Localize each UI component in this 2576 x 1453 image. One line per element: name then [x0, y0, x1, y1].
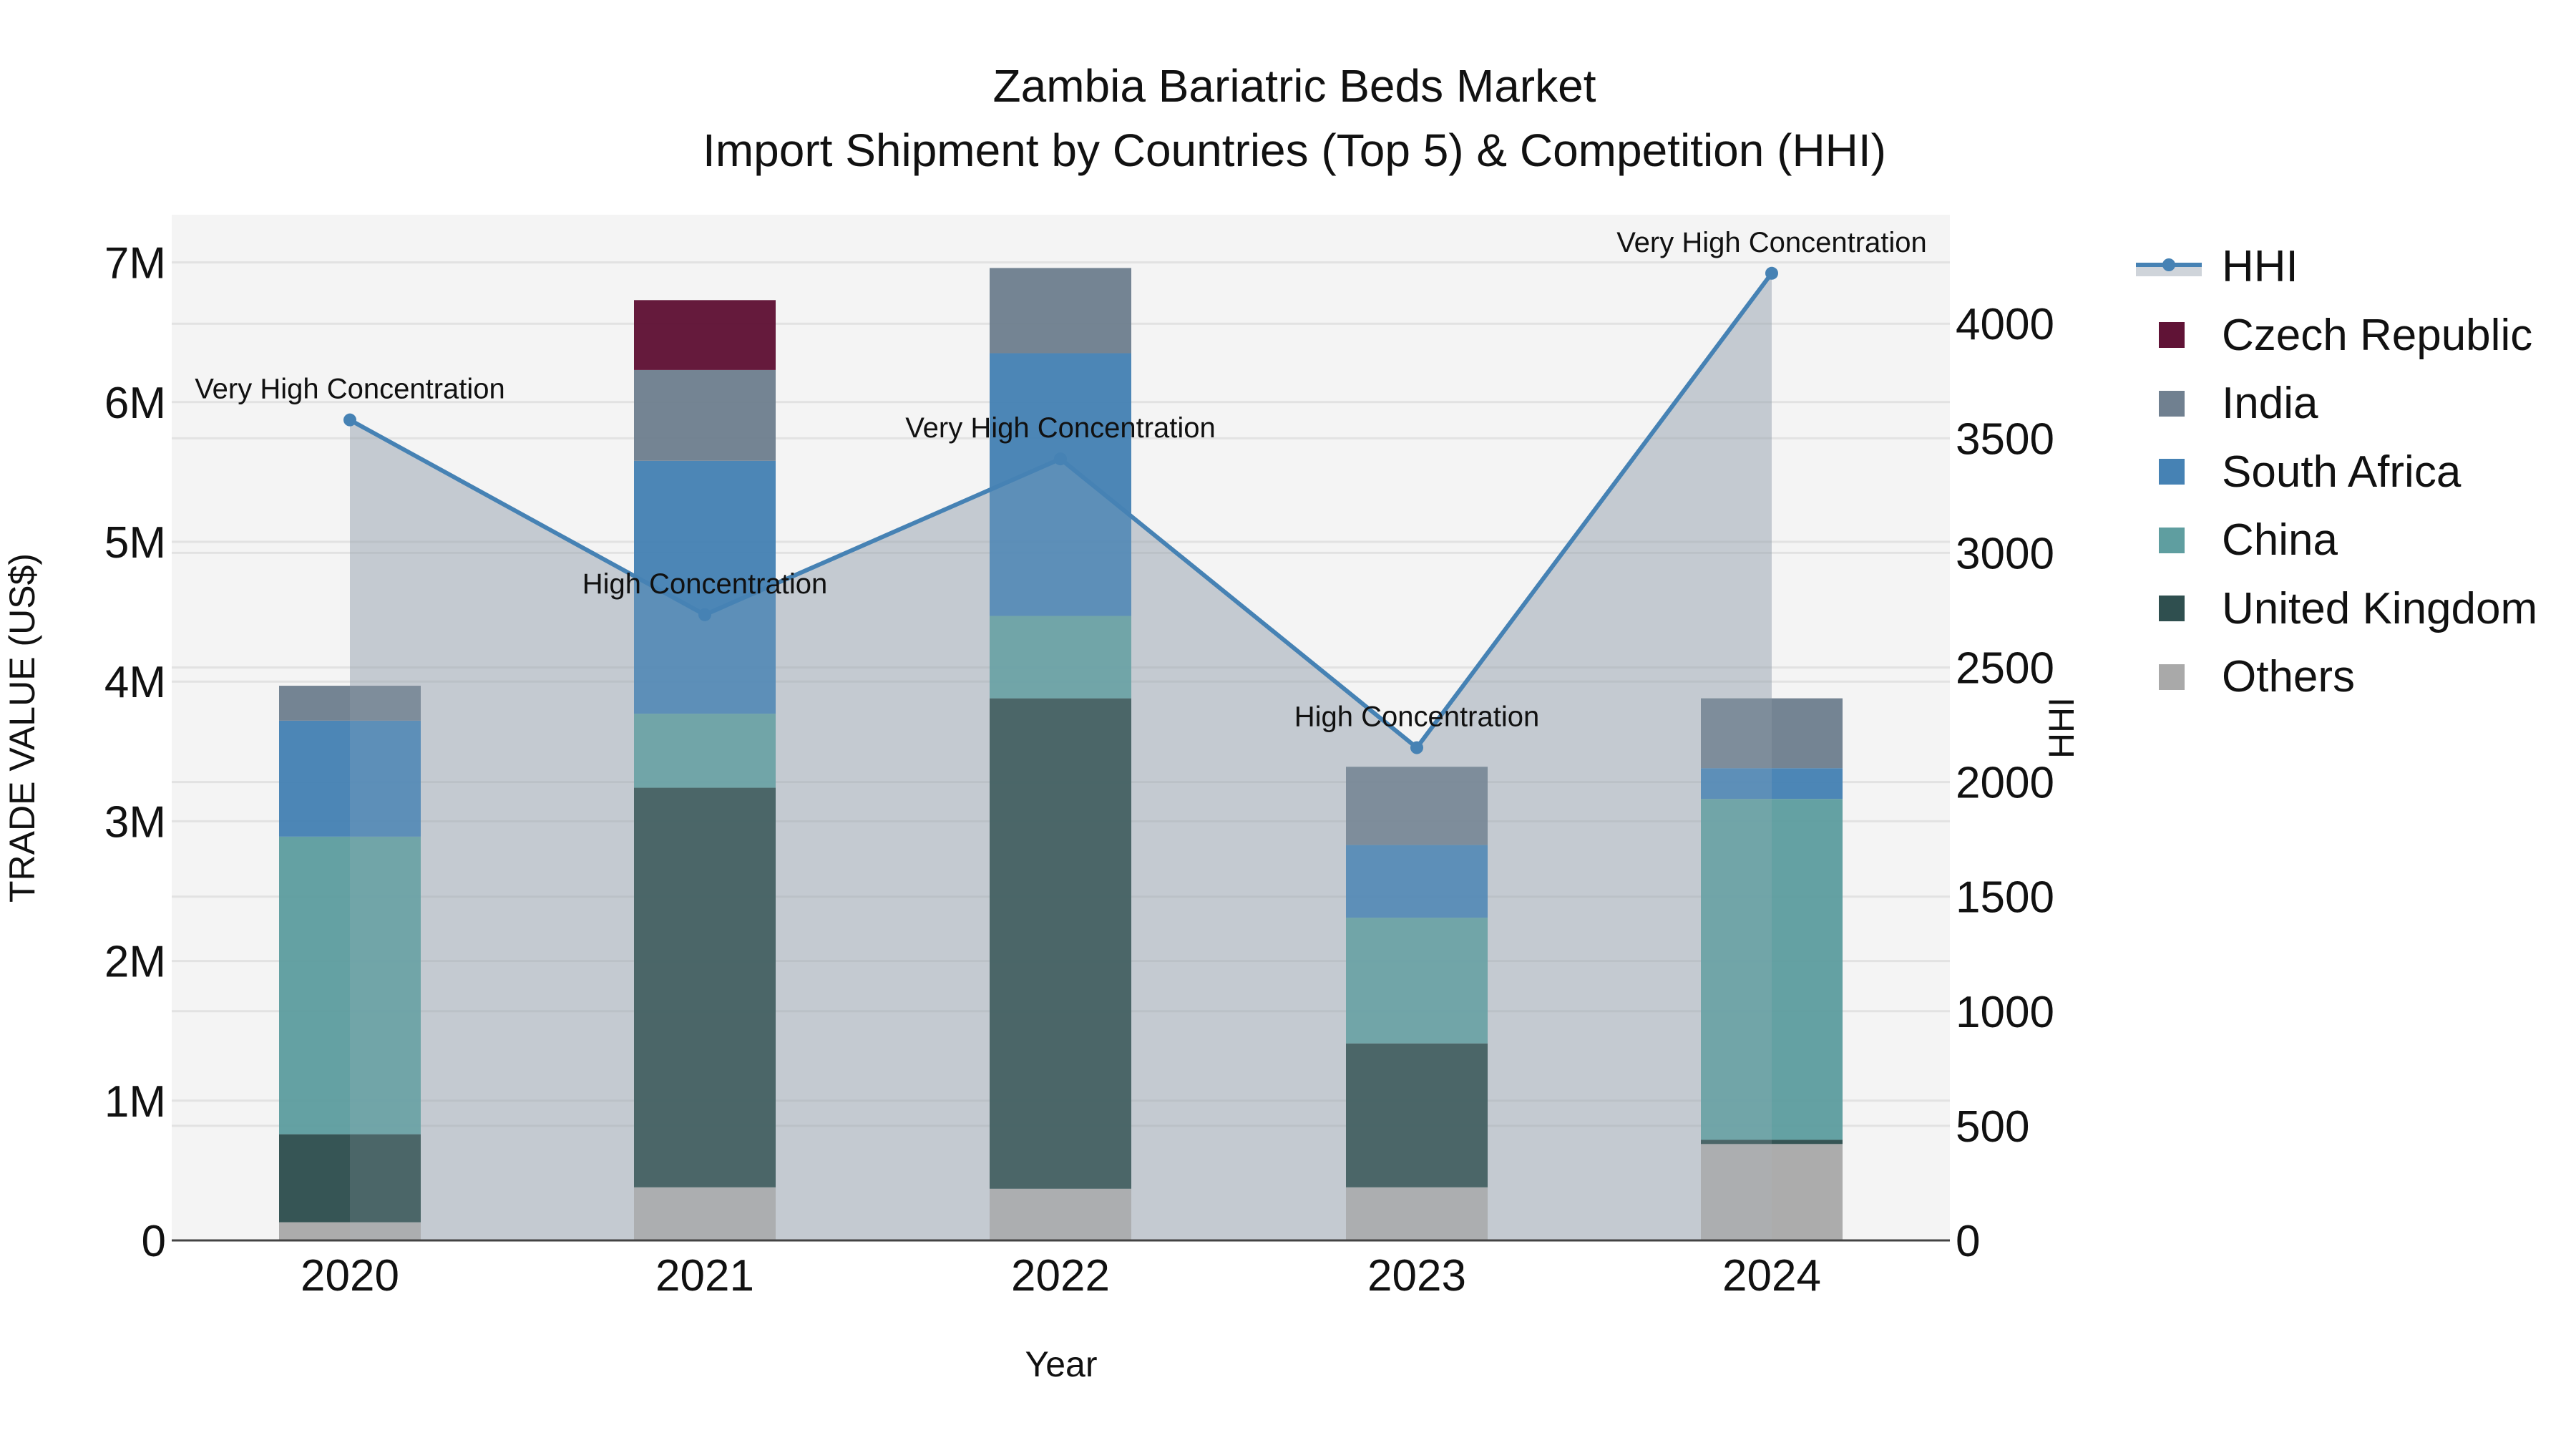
- bar-stack-2020: [279, 686, 421, 1240]
- bar-segment[interactable]: [279, 836, 421, 1134]
- legend-label: Others: [2222, 652, 2356, 702]
- hhi-marker[interactable]: [1765, 266, 1778, 280]
- x-tick-label: 2021: [655, 1251, 754, 1301]
- y2-axis-title: HHI: [2041, 697, 2082, 759]
- y2-tick-label: 4000: [1956, 300, 2054, 349]
- legend-label: China: [2222, 515, 2338, 565]
- bar-segment[interactable]: [279, 1134, 421, 1223]
- x-tick-label: 2023: [1367, 1251, 1466, 1301]
- chart-subtitle: Import Shipment by Countries (Top 5) & C…: [703, 125, 1886, 176]
- hhi-annotation: Very High Concentration: [195, 374, 505, 405]
- bar-segment[interactable]: [990, 353, 1131, 616]
- y-tick-label: 7M: [104, 239, 166, 288]
- bar-segment[interactable]: [1346, 1043, 1488, 1187]
- legend-label: India: [2222, 379, 2318, 429]
- legend-label: Czech Republic: [2222, 310, 2533, 360]
- bar-stack-2021: [634, 300, 776, 1240]
- y-axis-ticks: 0 1M 2M 3M 4M 5M 6M 7M: [104, 239, 166, 1266]
- y2-tick-label: 3000: [1956, 529, 2054, 578]
- y2-tick-label: 500: [1956, 1102, 2029, 1152]
- legend-item-united-kingdom[interactable]: United Kingdom: [2136, 575, 2537, 643]
- bar-segment[interactable]: [634, 300, 776, 370]
- bar-segment[interactable]: [279, 1222, 421, 1240]
- y-tick-label: 5M: [104, 518, 166, 568]
- y-axis-title: TRADE VALUE (US$): [2, 553, 42, 903]
- legend-swatch-icon: [2159, 459, 2185, 485]
- hhi-annotation: High Concentration: [582, 568, 827, 600]
- bar-segment[interactable]: [1701, 799, 1843, 1140]
- hhi-annotation: High Concentration: [1294, 701, 1539, 733]
- bar-segment[interactable]: [990, 268, 1131, 354]
- legend-item-south-africa[interactable]: South Africa: [2136, 438, 2537, 507]
- bar-stack-2024: [1701, 698, 1843, 1240]
- bar-stack-2022: [990, 268, 1131, 1240]
- hhi-line: [343, 266, 1778, 754]
- y-tick-label: 0: [142, 1217, 166, 1266]
- legend-swatch-icon: [2159, 664, 2185, 690]
- x-tick-label: 2024: [1722, 1251, 1821, 1301]
- bar-segment[interactable]: [990, 1188, 1131, 1240]
- hhi-marker[interactable]: [698, 608, 711, 621]
- y-tick-label: 1M: [104, 1077, 166, 1127]
- legend-swatch-icon: [2159, 527, 2185, 553]
- legend-label: South Africa: [2222, 447, 2462, 497]
- y2-tick-label: 0: [1956, 1217, 1980, 1266]
- hhi-annotations: Very High Concentration High Concentratio…: [195, 227, 1927, 733]
- legend-swatch-icon: [2159, 390, 2185, 417]
- bar-segment[interactable]: [1701, 698, 1843, 769]
- bar-segment[interactable]: [1346, 767, 1488, 845]
- hhi-marker[interactable]: [343, 413, 356, 427]
- y2-tick-label: 3500: [1956, 414, 2054, 464]
- bar-segment[interactable]: [990, 698, 1131, 1189]
- legend-item-india[interactable]: India: [2136, 369, 2537, 438]
- hhi-annotation: Very High Concentration: [905, 412, 1216, 444]
- bar-stack-2023: [1346, 767, 1488, 1240]
- x-axis-title: Year: [1025, 1344, 1097, 1384]
- legend-item-czech-republic[interactable]: Czech Republic: [2136, 301, 2537, 370]
- x-tick-label: 2020: [301, 1251, 399, 1301]
- legend-label: HHI: [2222, 242, 2298, 292]
- y-tick-label: 4M: [104, 658, 166, 707]
- stacked-bars: [279, 268, 1843, 1241]
- bar-segment[interactable]: [1346, 845, 1488, 918]
- bar-segment[interactable]: [634, 1187, 776, 1240]
- bar-segment[interactable]: [1346, 1187, 1488, 1240]
- x-axis-ticks: 2020 2021 2022 2023 2024: [301, 1251, 1821, 1301]
- y2-tick-label: 1000: [1956, 988, 2054, 1037]
- legend-swatch-icon: [2159, 322, 2185, 349]
- bar-segment[interactable]: [1346, 918, 1488, 1044]
- y2-axis-ticks: 0 500 1000 1500 2000 2500 3000 3500 4000: [1956, 300, 2054, 1266]
- bar-segment[interactable]: [1701, 1144, 1843, 1240]
- legend-line-marker-icon: [2136, 256, 2202, 278]
- x-tick-label: 2022: [1011, 1251, 1110, 1301]
- y-tick-label: 6M: [104, 379, 166, 428]
- y2-tick-label: 1500: [1956, 873, 2054, 923]
- legend-item-others[interactable]: Others: [2136, 643, 2537, 711]
- legend: HHI Czech Republic India South Africa China U…: [2136, 233, 2537, 711]
- legend-swatch-icon: [2159, 596, 2185, 622]
- bar-segment[interactable]: [634, 787, 776, 1187]
- legend-label: United Kingdom: [2222, 583, 2538, 633]
- y2-tick-label: 2000: [1956, 759, 2054, 808]
- bar-segment[interactable]: [1701, 768, 1843, 800]
- hhi-marker[interactable]: [1054, 452, 1067, 466]
- hhi-area-overlay: [350, 273, 1772, 1241]
- bar-segment[interactable]: [990, 616, 1131, 699]
- y2-tick-label: 2500: [1956, 644, 2054, 694]
- bar-segment[interactable]: [634, 369, 776, 461]
- bar-segment[interactable]: [279, 720, 421, 837]
- y-tick-label: 2M: [104, 938, 166, 987]
- chart-title: Zambia Bariatric Beds Market: [993, 60, 1596, 112]
- hhi-marker[interactable]: [1410, 741, 1423, 754]
- bar-segment[interactable]: [279, 686, 421, 721]
- y-tick-label: 3M: [104, 797, 166, 847]
- bar-segment[interactable]: [1701, 1139, 1843, 1145]
- legend-item-china[interactable]: China: [2136, 506, 2537, 575]
- legend-item-hhi[interactable]: HHI: [2136, 233, 2537, 301]
- hhi-annotation: Very High Concentration: [1616, 227, 1927, 258]
- bar-segment[interactable]: [634, 714, 776, 788]
